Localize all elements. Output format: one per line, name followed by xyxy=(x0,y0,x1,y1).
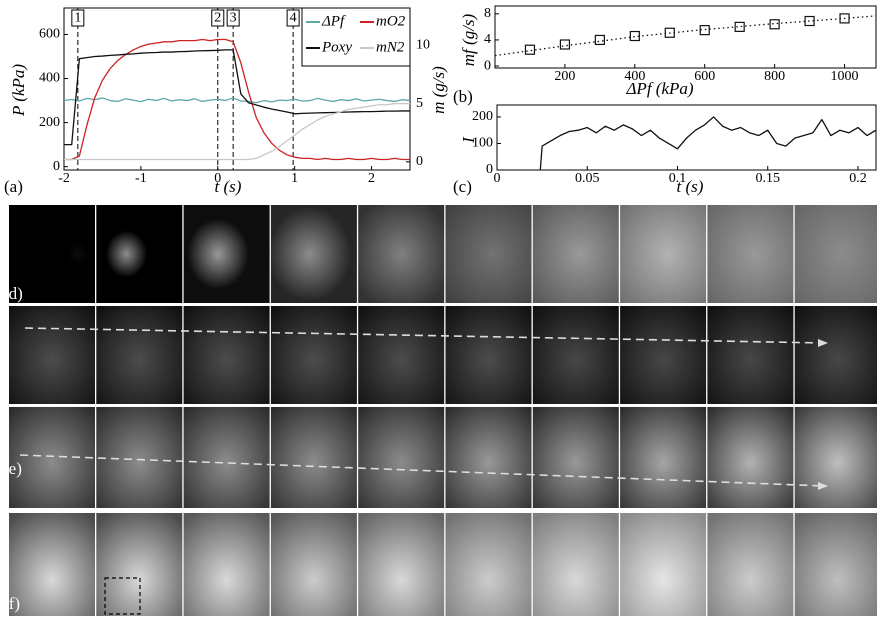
image-frame xyxy=(358,407,444,508)
y-axis-label: mf (g/s) xyxy=(459,13,478,66)
y-tick-label: 200 xyxy=(472,109,493,124)
y2-tick-label: 10 xyxy=(416,38,430,53)
image-frame xyxy=(9,513,95,616)
x-tick-label: -1 xyxy=(135,171,147,186)
y-tick-label: 8 xyxy=(484,6,491,21)
x-tick-label: 2 xyxy=(368,171,375,186)
event-label: 3 xyxy=(230,11,237,26)
image-frame xyxy=(795,205,877,303)
x-tick-label: 600 xyxy=(694,69,715,84)
x-tick-label: 0.2 xyxy=(849,171,867,186)
y-tick-label: 600 xyxy=(39,27,60,42)
panel-label: (f) xyxy=(3,594,20,613)
plot-area xyxy=(495,6,876,68)
x-tick-label: 0 xyxy=(494,171,501,186)
panel-label: (a) xyxy=(4,177,23,196)
image-frame xyxy=(533,205,619,303)
panel-label: (b) xyxy=(453,87,473,106)
image-frame xyxy=(271,205,357,303)
image-frame xyxy=(795,306,877,404)
image-frame xyxy=(533,407,619,508)
image-frame xyxy=(184,306,270,404)
image-frame xyxy=(446,407,532,508)
image-frame xyxy=(9,306,95,404)
y-tick-label: 0 xyxy=(484,58,491,73)
image-frame xyxy=(620,407,706,508)
x-tick-label: 0.15 xyxy=(755,171,780,186)
image-frame xyxy=(96,205,182,303)
y-tick-label: 200 xyxy=(39,115,60,130)
y-axis-label: P (kPa) xyxy=(9,64,28,117)
image-frame xyxy=(620,205,706,303)
x-axis-label: t (s) xyxy=(677,177,704,196)
image-frame xyxy=(9,407,95,508)
image-frame xyxy=(533,306,619,404)
image-frame xyxy=(707,513,793,616)
image-frame xyxy=(533,513,619,616)
image-frame xyxy=(184,407,270,508)
image-frame xyxy=(184,513,270,616)
x-tick-label: 1000 xyxy=(831,69,859,84)
image-grid: (d) (e) (f) xyxy=(3,205,877,616)
y-tick-label: 400 xyxy=(39,71,60,86)
image-frame xyxy=(707,407,793,508)
image-frame xyxy=(358,306,444,404)
x-tick-label: 1 xyxy=(291,171,298,186)
image-frame xyxy=(620,513,706,616)
legend-label: Poxy xyxy=(321,39,352,55)
image-frame xyxy=(96,513,182,616)
x-tick-label: 200 xyxy=(554,69,575,84)
y-tick-label: 0 xyxy=(53,159,60,174)
image-frame xyxy=(795,513,877,616)
event-label: 2 xyxy=(214,11,221,26)
panel-label: (c) xyxy=(453,177,472,196)
image-frame xyxy=(271,306,357,404)
image-frame xyxy=(707,306,793,404)
image-frame xyxy=(707,205,793,303)
x-axis-label: t (s) xyxy=(215,177,242,196)
legend-label: ΔPf xyxy=(321,13,346,29)
event-label: 4 xyxy=(290,11,297,26)
y2-tick-label: 0 xyxy=(416,154,423,169)
image-frame xyxy=(446,306,532,404)
x-axis-label: ΔPf (kPa) xyxy=(625,79,693,98)
x-tick-label: 800 xyxy=(764,69,785,84)
image-frame xyxy=(96,306,182,404)
y-tick-label: 4 xyxy=(484,32,491,47)
image-frame xyxy=(184,205,270,303)
image-frame xyxy=(795,407,877,508)
y-tick-label: 0 xyxy=(486,162,493,177)
legend-label: mN2 xyxy=(376,39,405,55)
image-frame xyxy=(96,407,182,508)
image-frame xyxy=(358,513,444,616)
figure: (d)(e)(f) -2-1012020040060005101234ΔPfmO… xyxy=(0,0,877,617)
image-frame xyxy=(271,513,357,616)
event-label: 1 xyxy=(74,11,81,26)
y2-axis-label: m (g/s) xyxy=(429,66,448,114)
legend-label: mO2 xyxy=(376,13,406,29)
image-frame xyxy=(446,205,532,303)
image-frame xyxy=(620,306,706,404)
panel-label: (d) xyxy=(3,284,23,303)
image-frame xyxy=(271,407,357,508)
panel-label: (e) xyxy=(3,459,22,478)
image-frame xyxy=(446,513,532,616)
image-frame xyxy=(358,205,444,303)
y2-tick-label: 5 xyxy=(416,96,423,111)
x-tick-label: 0.05 xyxy=(575,171,600,186)
